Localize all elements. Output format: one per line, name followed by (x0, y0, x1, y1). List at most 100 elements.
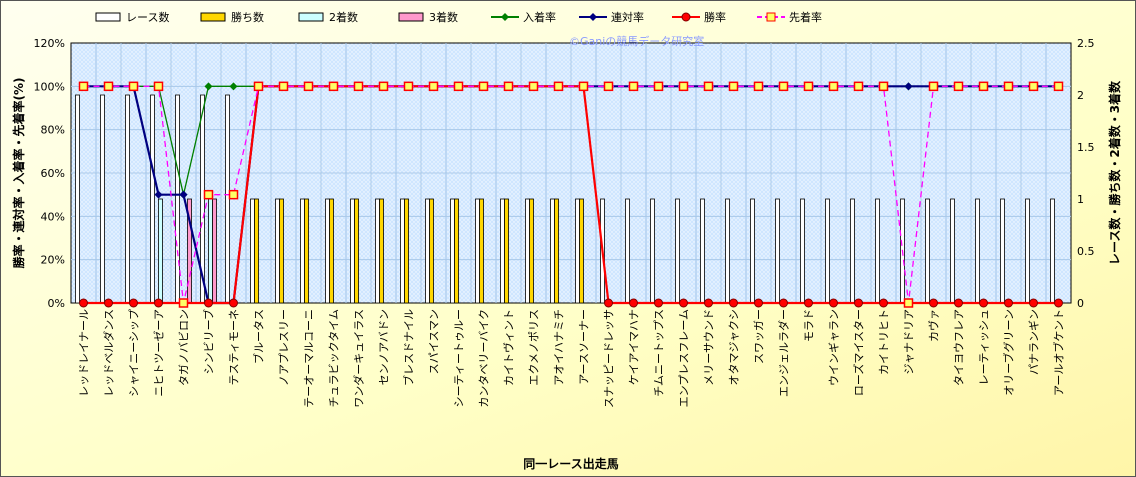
marker-square (728, 81, 739, 92)
legend-swatch (200, 12, 226, 22)
marker-circle (854, 298, 863, 308)
bar-2 (479, 198, 484, 304)
legend: レース数 勝ち数 2着数 3着数 入着率 連対率 勝率 先着率 (95, 10, 822, 24)
bar-2 (579, 198, 584, 304)
category-label: パナランギン (1028, 309, 1041, 375)
x-axis-title: 同一レース出走馬 (523, 456, 618, 471)
category-label: タイヨウフレア (953, 309, 966, 386)
marker-square (128, 81, 139, 92)
marker-diamond (179, 190, 188, 199)
bar-1 (1000, 198, 1005, 304)
marker-circle (929, 298, 938, 308)
bar-2 (379, 198, 384, 304)
marker-square (353, 81, 364, 92)
marker-square (878, 81, 889, 92)
category-label: エンジェルラダー (777, 309, 791, 397)
bar-1 (650, 198, 655, 304)
marker-square (203, 189, 214, 200)
legend-label: 勝率 (704, 10, 726, 24)
marker-square (703, 81, 714, 92)
marker-circle (979, 298, 988, 308)
marker-diamond (229, 82, 238, 91)
marker-square (278, 81, 289, 92)
category-label: ブルータス (252, 309, 266, 364)
bar-1 (800, 198, 805, 304)
y-tick-right: 1.5 (1077, 141, 1095, 154)
marker-square (178, 298, 189, 308)
marker-square (653, 81, 664, 92)
y-tick-left: 20% (41, 254, 65, 267)
category-label: ローズマイスター (852, 309, 866, 396)
legend-marker (766, 12, 776, 22)
marker-square (828, 81, 839, 92)
marker-circle (829, 298, 838, 308)
marker-circle (129, 298, 138, 308)
bar-1 (350, 198, 355, 304)
bar-1 (725, 198, 730, 304)
category-label: カイトヴィント (502, 309, 516, 386)
marker-circle (604, 298, 613, 308)
marker-diamond (154, 190, 163, 199)
y-tick-right: 1 (1077, 193, 1084, 206)
y-tick-right: 0 (1077, 297, 1084, 310)
marker-circle (204, 298, 213, 308)
category-label: タガノバビロン (178, 309, 191, 386)
category-label: レッドレイナール (78, 309, 91, 397)
marker-square (303, 81, 314, 92)
bar-1 (525, 198, 530, 304)
marker-diamond (904, 82, 913, 91)
legend-swatch (95, 12, 121, 22)
bar-1 (275, 198, 280, 304)
y-tick-left: 40% (41, 210, 65, 223)
bar-1 (250, 198, 255, 304)
bar-1 (125, 94, 130, 304)
marker-circle (729, 298, 738, 308)
category-label: スナッピードレッサ (603, 309, 616, 408)
category-label: レッドベルダンス (102, 309, 116, 397)
legend-label: 3着数 (429, 10, 458, 24)
y-tick-left: 60% (41, 167, 65, 180)
category-label: アオイハナミチ (553, 309, 566, 386)
bar-2 (504, 198, 509, 304)
bar-1 (825, 198, 830, 304)
marker-square (978, 81, 989, 92)
category-label: カンタベリーバイク (478, 309, 491, 408)
bar-1 (150, 94, 155, 304)
marker-circle (154, 298, 163, 308)
bar-1 (425, 198, 430, 304)
category-label: モラド (803, 309, 816, 342)
category-label: オタマジャクシ (728, 309, 741, 385)
bar-2 (529, 198, 534, 304)
bar-4 (212, 198, 217, 304)
marker-square (803, 81, 814, 92)
category-label: オリーブグリーン (1002, 309, 1016, 396)
category-label: エンプレスフレーム (678, 309, 691, 407)
legend-label: 2着数 (329, 10, 358, 24)
bar-1 (100, 94, 105, 304)
marker-circle (679, 298, 688, 308)
y-tick-left: 0% (48, 297, 65, 310)
marker-square (578, 81, 589, 92)
y-tick-right: 2 (1077, 89, 1084, 102)
bar-1 (450, 198, 455, 304)
marker-circle (1004, 298, 1013, 308)
bar-1 (775, 198, 780, 304)
marker-circle (79, 298, 88, 308)
category-label: アースソーナー (578, 309, 591, 385)
marker-circle (804, 298, 813, 308)
bar-1 (875, 198, 880, 304)
marker-square (528, 81, 539, 92)
category-label: ノアプレスリー (278, 309, 291, 386)
marker-square (378, 81, 389, 92)
marker-square (403, 81, 414, 92)
marker-square (853, 81, 864, 92)
bar-1 (925, 198, 930, 304)
category-label: レーティッシュ (978, 309, 991, 385)
legend-swatch (398, 12, 424, 22)
axes: 0% 20% 40% 60% 80% 100% 120% 0 0.5 1 1.5 2 2.5 レッドレイナ… (34, 37, 1095, 408)
marker-circle (104, 298, 113, 308)
marker-circle (954, 298, 963, 308)
bar-2 (329, 198, 334, 304)
